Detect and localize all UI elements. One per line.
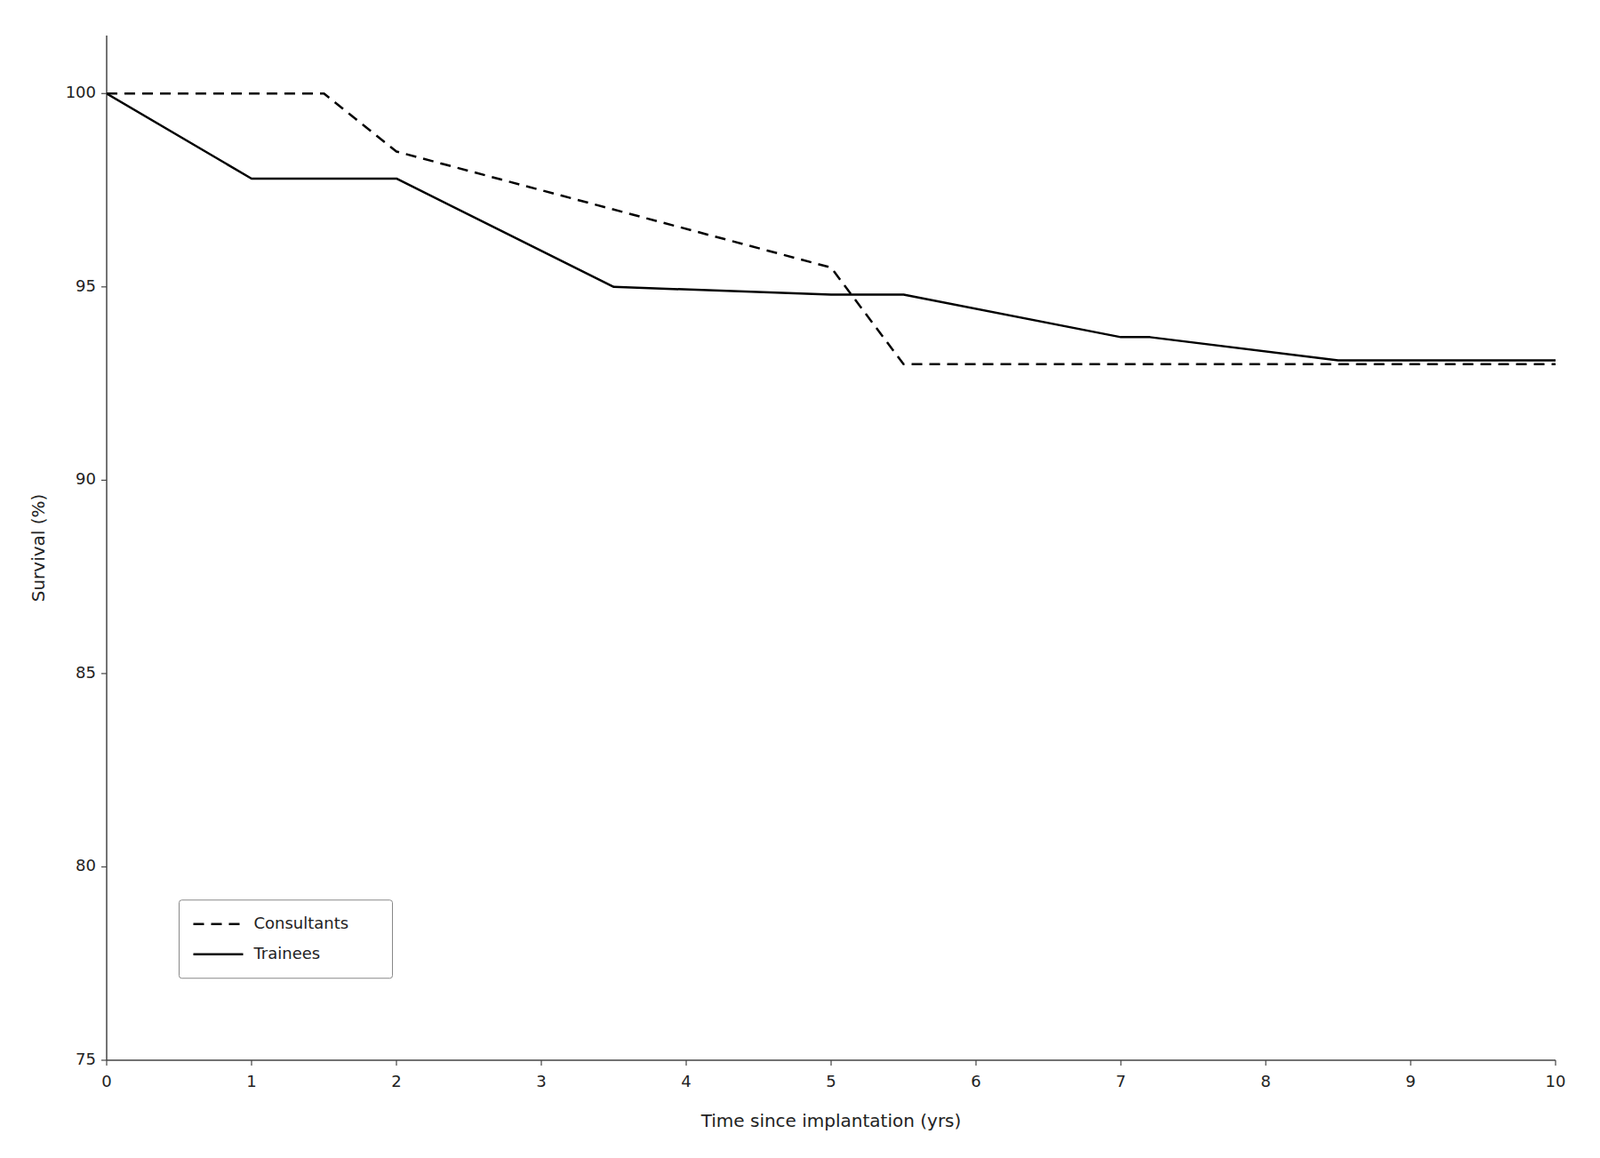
y-axis-line — [105, 35, 108, 1061]
x-tick — [395, 1060, 397, 1066]
x-tick — [830, 1060, 832, 1066]
y-tick — [101, 1059, 107, 1061]
y-tick-label: 95 — [75, 276, 96, 296]
x-tick — [1120, 1060, 1121, 1066]
x-tick-label: 7 — [1115, 1072, 1126, 1091]
x-tick — [685, 1060, 687, 1066]
legend-box — [179, 900, 393, 979]
x-tick-label: 4 — [680, 1072, 691, 1091]
x-tick-label: 6 — [970, 1072, 981, 1091]
legend-label: Consultants — [254, 913, 350, 933]
series-line — [106, 93, 1556, 360]
x-tick-label: 9 — [1405, 1072, 1416, 1091]
x-tick-label: 1 — [246, 1072, 256, 1091]
x-tick — [250, 1060, 252, 1066]
y-tick-label: 100 — [65, 82, 96, 102]
y-tick-label: 90 — [75, 469, 96, 488]
axes: 0 1 2 3 4 5 6 7 8 9 10 75 80 85 90 95 100 — [65, 35, 1567, 1091]
y-axis-label: Survival (%) — [27, 494, 49, 603]
x-tick — [540, 1060, 542, 1066]
legend-label: Trainees — [253, 944, 321, 963]
legend-swatch — [193, 953, 244, 957]
y-tick — [101, 286, 107, 288]
y-tick — [101, 672, 107, 674]
y-tick — [101, 480, 107, 481]
x-tick-label: 5 — [825, 1072, 836, 1091]
x-tick — [1409, 1060, 1411, 1066]
y-tick-label: 80 — [75, 856, 96, 875]
x-tick-label: 2 — [391, 1072, 401, 1091]
y-tick — [101, 93, 107, 95]
series-line — [106, 93, 1556, 365]
x-tick — [105, 1060, 107, 1066]
legend: Consultants Trainees — [179, 900, 393, 979]
x-tick-label: 3 — [536, 1072, 546, 1091]
chart-container: 0 1 2 3 4 5 6 7 8 9 10 75 80 85 90 95 100 Time since impl… — [0, 0, 1600, 1158]
y-tick-label: 85 — [75, 663, 96, 682]
x-tick — [975, 1060, 976, 1066]
x-tick-label: 10 — [1545, 1072, 1567, 1091]
x-tick-label: 8 — [1260, 1072, 1271, 1091]
x-tick — [1554, 1060, 1556, 1066]
legend-swatch — [193, 923, 244, 927]
plot-data — [106, 93, 1556, 365]
x-axis-label: Time since implantation (yrs) — [700, 1110, 962, 1132]
y-tick-label: 75 — [75, 1049, 96, 1069]
x-tick — [1264, 1060, 1266, 1066]
chart-svg: 0 1 2 3 4 5 6 7 8 9 10 75 80 85 90 95 100 Time since impl… — [0, 0, 1600, 1158]
x-tick-label: 0 — [101, 1072, 112, 1091]
y-tick — [101, 866, 107, 868]
